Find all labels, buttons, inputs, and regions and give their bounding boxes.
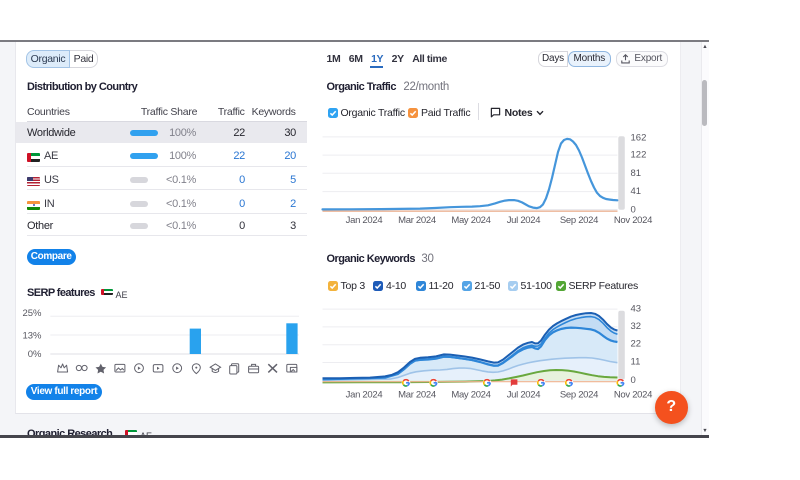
svg-text:Jan 2024: Jan 2024: [346, 390, 383, 401]
svg-text:0: 0: [631, 375, 636, 386]
svg-text:81: 81: [631, 168, 642, 179]
svg-text:0: 0: [631, 204, 636, 215]
svg-text:43: 43: [631, 303, 642, 314]
svg-text:Nov 2024: Nov 2024: [614, 215, 652, 226]
svg-text:0%: 0%: [28, 349, 42, 360]
svg-text:Jul 2024: Jul 2024: [507, 215, 541, 226]
svg-text:13%: 13%: [22, 330, 42, 341]
svg-text:Mar 2024: Mar 2024: [398, 215, 436, 226]
svg-text:Sep 2024: Sep 2024: [560, 215, 598, 226]
svg-text:Jan 2024: Jan 2024: [346, 215, 383, 226]
svg-text:Jul 2024: Jul 2024: [507, 390, 541, 401]
svg-text:122: 122: [631, 149, 647, 160]
svg-text:May 2024: May 2024: [451, 390, 490, 401]
svg-text:Nov 2024: Nov 2024: [614, 390, 652, 401]
svg-text:11: 11: [631, 356, 641, 367]
svg-text:25%: 25%: [22, 308, 42, 319]
svg-text:162: 162: [631, 132, 647, 143]
svg-text:41: 41: [631, 186, 642, 197]
svg-text:22: 22: [631, 338, 642, 349]
svg-text:May 2024: May 2024: [451, 215, 490, 226]
svg-text:Mar 2024: Mar 2024: [398, 390, 436, 401]
svg-text:32: 32: [631, 321, 642, 332]
svg-text:Sep 2024: Sep 2024: [560, 390, 598, 401]
